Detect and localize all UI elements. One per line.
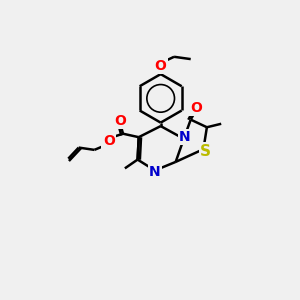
Text: O: O	[103, 134, 115, 148]
Text: O: O	[190, 100, 202, 115]
Text: O: O	[114, 114, 126, 128]
Text: O: O	[155, 59, 167, 73]
Text: S: S	[200, 144, 211, 159]
Text: N: N	[179, 130, 191, 144]
Text: N: N	[149, 165, 161, 178]
